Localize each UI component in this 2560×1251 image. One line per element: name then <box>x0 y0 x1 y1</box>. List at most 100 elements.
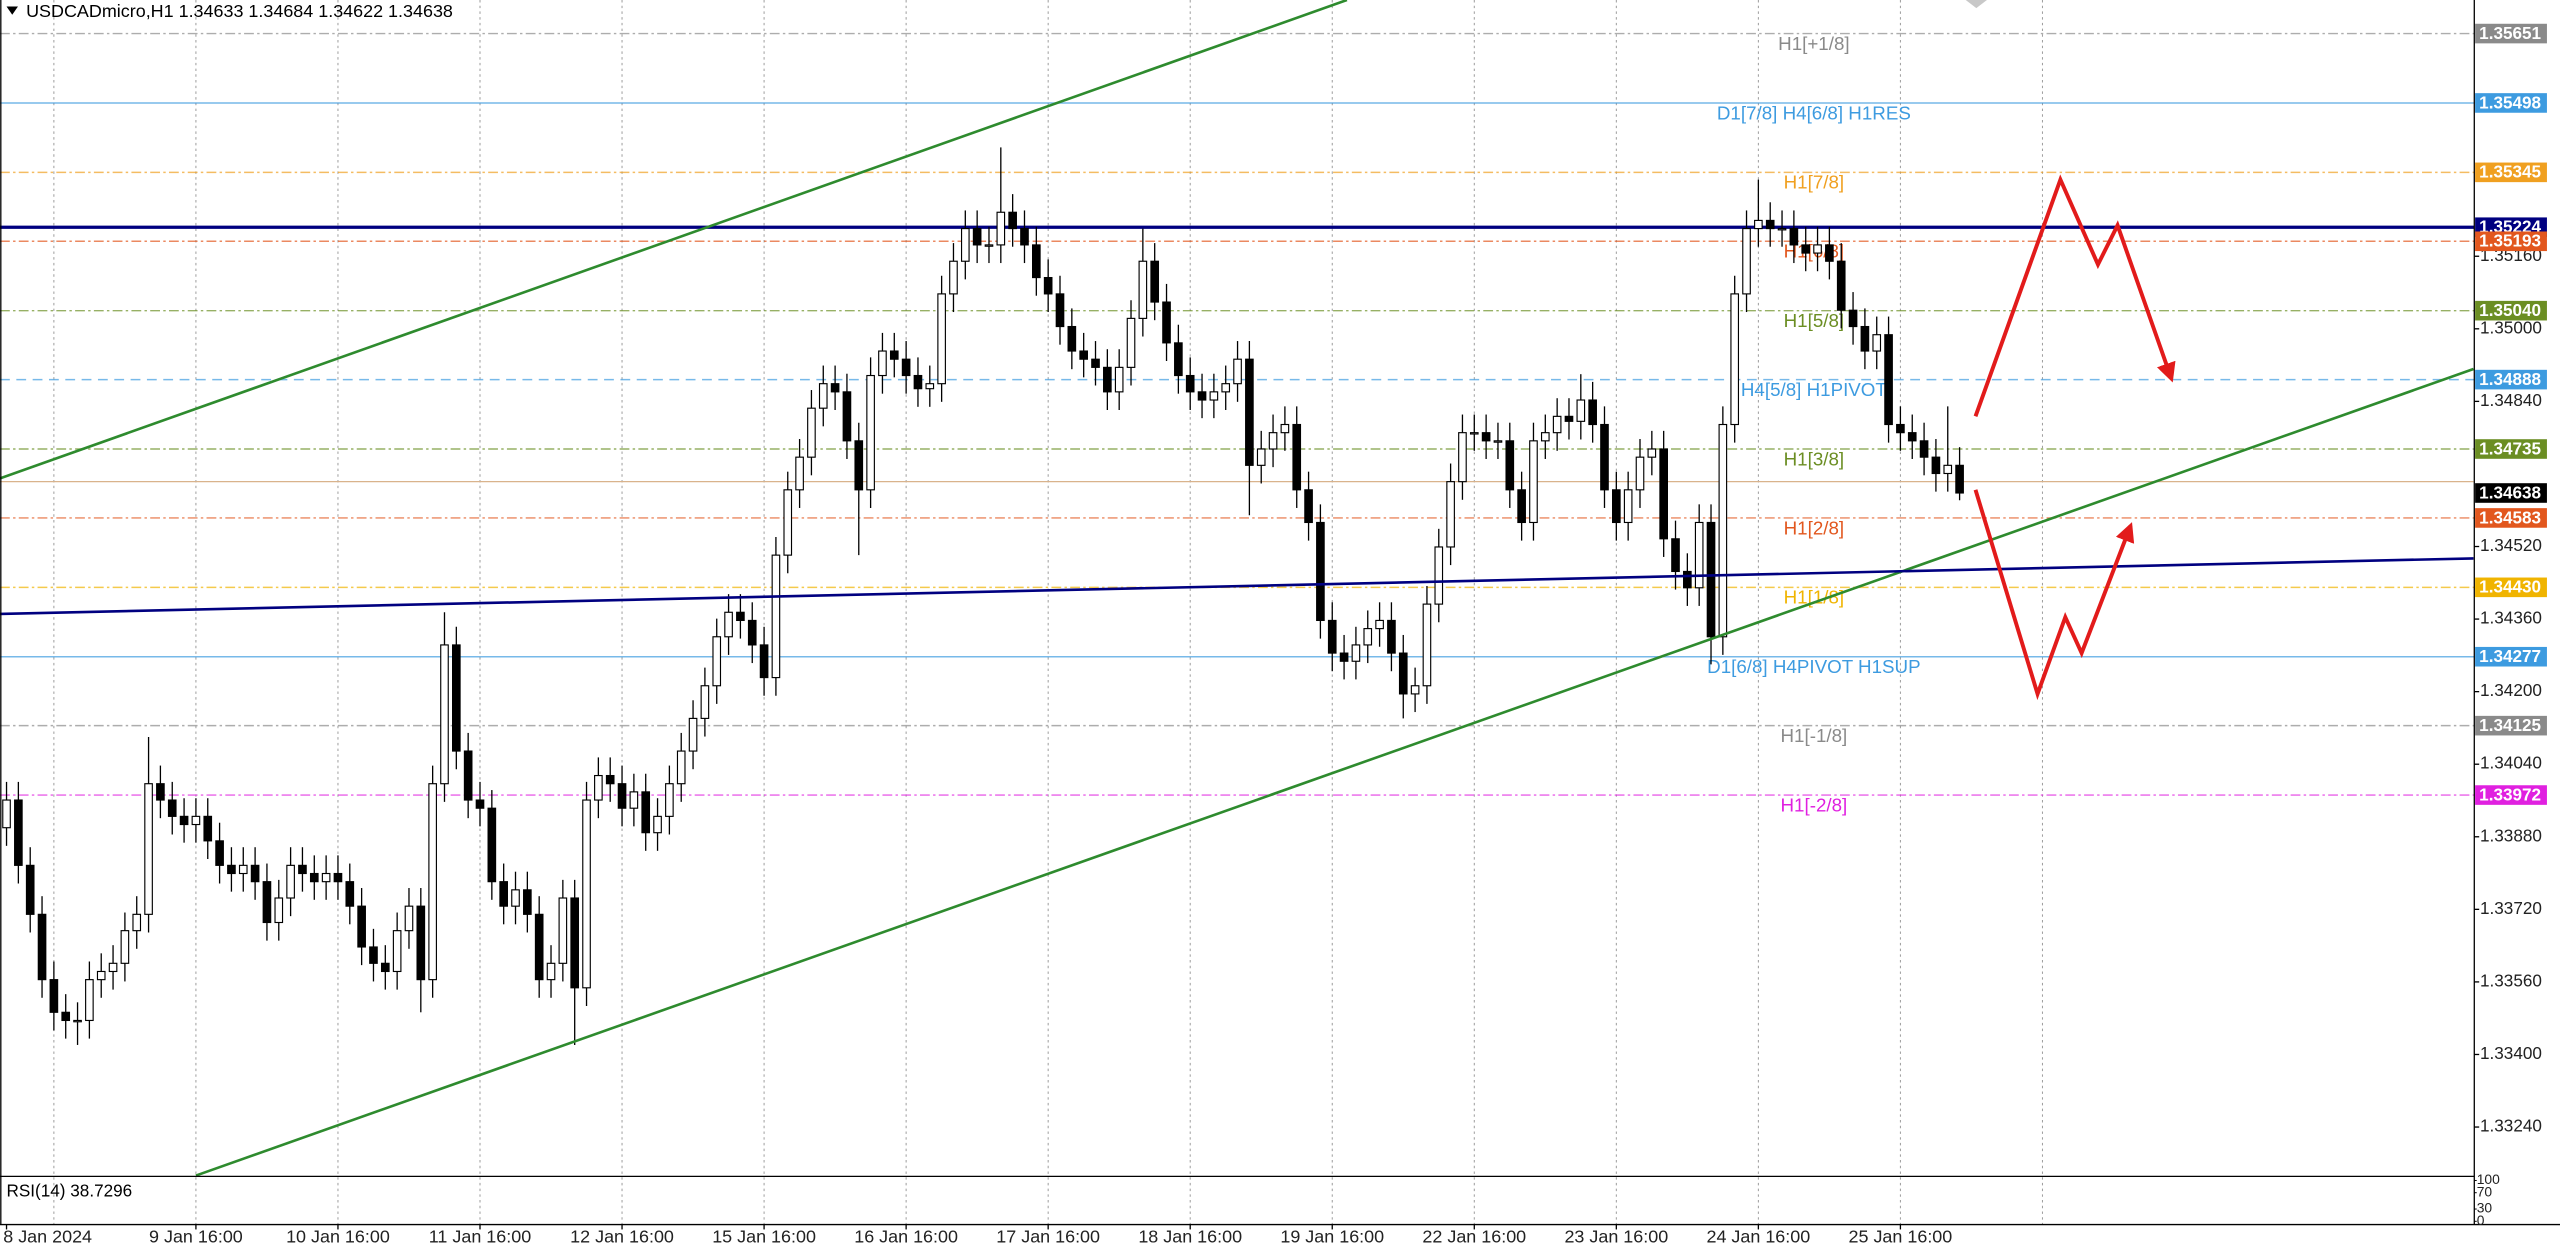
candle-body <box>357 905 366 948</box>
candle-body <box>1493 440 1503 443</box>
level-label: H4[5/8] H1PIVOT <box>1741 379 1888 400</box>
candle-body <box>1256 448 1266 466</box>
level-label: H1[5/8] <box>1784 310 1845 331</box>
level-label: H1[-1/8] <box>1780 725 1847 746</box>
candle-body <box>392 930 402 973</box>
price-tag-label: 1.33972 <box>2479 784 2541 804</box>
y-tick-label: 1.33720 <box>2480 898 2542 918</box>
price-tag-label: 1.35345 <box>2479 162 2541 182</box>
candle-body <box>629 791 639 809</box>
candle-body <box>1694 521 1704 589</box>
x-tick-label: 15 Jan 16:00 <box>712 1226 816 1246</box>
candle-body <box>1671 538 1680 573</box>
candle-body <box>191 815 201 826</box>
candle-body <box>759 644 769 679</box>
candle-body <box>380 962 390 973</box>
menu-triangle[interactable] <box>6 6 18 15</box>
channel-upper <box>0 0 1348 480</box>
candle-body <box>1896 423 1905 434</box>
candle-body <box>582 799 591 989</box>
y-tick-label: 1.33400 <box>2480 1043 2542 1063</box>
candle-body <box>1043 276 1053 295</box>
candle-body <box>1221 383 1231 393</box>
candle-body <box>570 897 580 989</box>
candle-body <box>309 872 319 883</box>
candle-body <box>558 897 568 964</box>
candle-body <box>144 783 153 915</box>
price-tag-label: 1.35498 <box>2479 92 2541 112</box>
price-tag-label: 1.34125 <box>2479 715 2541 735</box>
candle-body <box>1600 423 1609 491</box>
candle-body <box>132 913 142 932</box>
level-label: D1[7/8] H4[6/8] H1RES <box>1717 102 1911 123</box>
level-label: H1[+1/8] <box>1778 33 1849 54</box>
x-tick-label: 18 Jan 16:00 <box>1138 1226 1242 1246</box>
price-tag <box>2475 23 2547 44</box>
candle-body <box>1268 432 1278 450</box>
candle-body <box>712 636 722 687</box>
candle-body <box>1150 260 1160 303</box>
candle-body <box>463 750 473 801</box>
candle-body <box>1351 644 1361 662</box>
forecast-down <box>1973 489 2135 701</box>
x-tick-label: 16 Jan 16:00 <box>854 1226 958 1246</box>
candle-body <box>1943 464 1953 475</box>
candle-body <box>333 872 343 883</box>
drawings <box>0 0 2474 1177</box>
candle-body <box>120 930 130 964</box>
candle-body <box>1612 489 1621 524</box>
candle-body <box>227 864 236 875</box>
price-tag-label: 1.35040 <box>2479 300 2541 320</box>
candle-body <box>1777 228 1787 231</box>
candle-body <box>972 228 982 246</box>
candle-body <box>96 970 106 981</box>
candle-body <box>842 391 852 442</box>
candle-body <box>1363 628 1373 646</box>
candle-body <box>1754 219 1763 230</box>
candle-body <box>1126 317 1136 368</box>
candle-body <box>1020 228 1029 246</box>
y-tick-label: 1.34520 <box>2480 535 2542 555</box>
candle-body <box>203 815 213 842</box>
candle-body <box>167 799 177 817</box>
x-tick-label: 11 Jan 16:00 <box>429 1226 531 1246</box>
candle-body <box>878 350 887 377</box>
last-price-tag <box>2475 483 2547 503</box>
x-tick-label: 25 Jan 16:00 <box>1849 1226 1953 1246</box>
candle-body <box>1884 334 1893 426</box>
candle-body <box>854 440 864 491</box>
candle-body <box>1032 244 1041 279</box>
candle-body <box>1339 652 1349 662</box>
candle-body <box>818 383 828 409</box>
y-tick-label: 1.34360 <box>2480 608 2542 628</box>
candle-body <box>1458 432 1467 483</box>
candle-body <box>250 864 260 883</box>
candle-body <box>61 1011 71 1022</box>
x-tick-label: 23 Jan 16:00 <box>1564 1226 1668 1246</box>
candle-body <box>665 783 674 817</box>
candle-body <box>1623 489 1633 524</box>
y-tick-label: 1.34840 <box>2480 390 2542 410</box>
candle-body <box>617 783 627 809</box>
candle-body <box>866 374 875 491</box>
y-tick-label: 1.35000 <box>2480 317 2542 337</box>
candle-body <box>1434 546 1444 605</box>
candle-body <box>1564 415 1574 422</box>
marker <box>1965 0 1987 9</box>
price-tag-label: 1.34888 <box>2479 369 2541 389</box>
candle-body <box>321 872 331 883</box>
y-tick-label: 1.34040 <box>2480 753 2542 773</box>
candle-body <box>73 1019 82 1023</box>
candle-body <box>1588 399 1597 426</box>
candle-body <box>1825 244 1834 262</box>
candle-body <box>1813 244 1822 254</box>
candle-body <box>653 815 662 834</box>
candle-body <box>1552 415 1562 434</box>
candle-body <box>1233 358 1242 385</box>
candle-body <box>238 864 248 875</box>
candle-body <box>960 228 970 262</box>
x-tick-label: 24 Jan 16:00 <box>1707 1226 1811 1246</box>
